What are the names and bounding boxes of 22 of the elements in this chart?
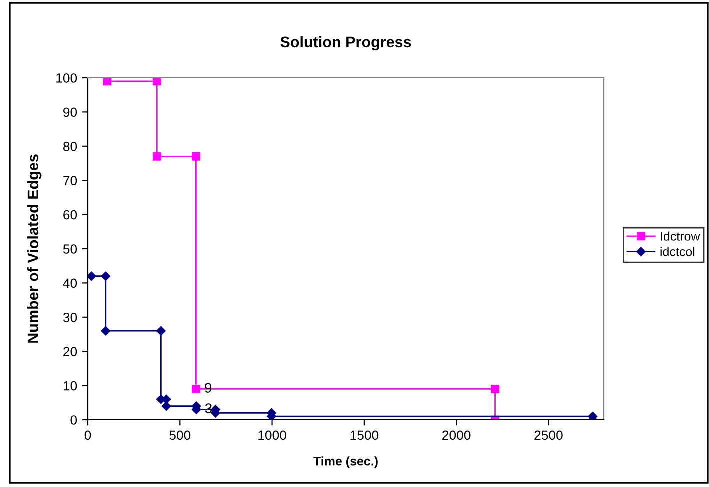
x-tick-label: 2000	[442, 430, 471, 440]
y-tick-label: 90	[64, 108, 78, 118]
y-tick-label: 80	[63, 142, 78, 152]
y-tick-label: 30	[63, 312, 78, 322]
y-tick-label: 70	[64, 176, 78, 186]
x-tick-label: 1000	[258, 430, 286, 440]
chart-title: Solution Progress	[280, 36, 412, 51]
x-tick-label: 500	[170, 430, 191, 440]
y-tick-label: 10	[64, 381, 78, 391]
legend-label: Idctrow	[661, 232, 700, 241]
y-tick-label: 50	[63, 244, 78, 254]
legend-label: idctcol	[660, 247, 695, 256]
y-tick-label: 20	[64, 347, 78, 357]
x-axis-title: Time (sec.)	[314, 456, 378, 468]
y-axis-title: Number of Violated Edges	[27, 154, 42, 343]
x-tick-label: 2500	[534, 430, 563, 440]
y-tick-label: 0	[70, 416, 78, 425]
y-tick-label: 60	[64, 210, 78, 220]
x-tick-label: 1500	[350, 430, 379, 440]
y-tick-label: 40	[63, 278, 78, 288]
x-tick-label: 0	[84, 430, 92, 440]
y-tick-label: 100	[56, 74, 78, 83]
